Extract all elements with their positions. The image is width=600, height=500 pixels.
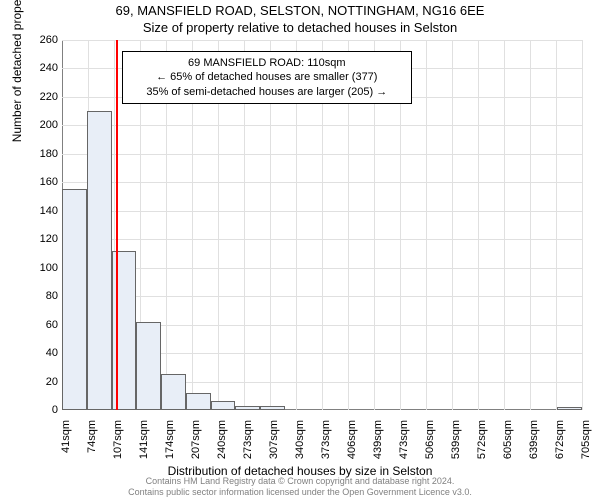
histogram-bar [87,111,112,410]
x-tick-label: 639sqm [528,420,540,470]
y-tick-label: 140 [18,205,58,217]
footer-attribution: Contains HM Land Registry data © Crown c… [0,476,600,498]
histogram-bar [136,322,161,410]
footer-line2: Contains public sector information licen… [0,487,600,498]
x-tick-label: 705sqm [580,420,592,470]
grid-line-v [504,40,505,410]
y-tick-label: 160 [18,176,58,188]
y-tick-label: 200 [18,119,58,131]
histogram-bar [235,406,260,410]
y-tick-label: 60 [18,319,58,331]
grid-line-v [426,40,427,410]
histogram-bar [161,374,186,410]
x-tick-label: 506sqm [424,420,436,470]
x-tick-label: 406sqm [346,420,358,470]
chart-title-line1: 69, MANSFIELD ROAD, SELSTON, NOTTINGHAM,… [0,3,600,18]
x-tick-label: 539sqm [450,420,462,470]
x-tick-label: 207sqm [190,420,202,470]
y-tick-label: 100 [18,262,58,274]
grid-line-v [452,40,453,410]
annotation-line3: 35% of semi-detached houses are larger (… [131,85,403,99]
histogram-bar [62,189,87,410]
annotation-box: 69 MANSFIELD ROAD: 110sqm← 65% of detach… [122,51,412,104]
x-tick-label: 473sqm [398,420,410,470]
y-tick-label: 180 [18,148,58,160]
y-tick-label: 20 [18,376,58,388]
x-tick-label: 373sqm [320,420,332,470]
grid-line-v [530,40,531,410]
x-tick-label: 439sqm [372,420,384,470]
grid-line-v [582,40,583,410]
y-tick-label: 0 [18,404,58,416]
y-tick-label: 40 [18,347,58,359]
x-tick-label: 572sqm [476,420,488,470]
y-tick-label: 80 [18,290,58,302]
property-marker-line [116,40,118,410]
histogram-bar [260,406,285,410]
x-tick-label: 74sqm [86,420,98,470]
x-tick-label: 174sqm [164,420,176,470]
y-tick-label: 220 [18,91,58,103]
chart-container: 69, MANSFIELD ROAD, SELSTON, NOTTINGHAM,… [0,0,600,500]
x-tick-label: 605sqm [502,420,514,470]
x-tick-label: 240sqm [216,420,228,470]
x-tick-label: 307sqm [268,420,280,470]
histogram-bar [557,407,582,410]
x-tick-label: 672sqm [554,420,566,470]
y-tick-label: 260 [18,34,58,46]
x-tick-label: 141sqm [138,420,150,470]
footer-line1: Contains HM Land Registry data © Crown c… [0,476,600,487]
chart-title-line2: Size of property relative to detached ho… [0,20,600,35]
grid-line-v [478,40,479,410]
histogram-bar [211,401,236,410]
x-tick-label: 41sqm [60,420,72,470]
x-tick-label: 273sqm [242,420,254,470]
y-tick-label: 240 [18,62,58,74]
histogram-bar [186,393,211,410]
x-tick-label: 340sqm [294,420,306,470]
grid-line-v [556,40,557,410]
x-tick-label: 107sqm [112,420,124,470]
y-tick-label: 120 [18,233,58,245]
annotation-line1: 69 MANSFIELD ROAD: 110sqm [131,56,403,70]
annotation-line2: ← 65% of detached houses are smaller (37… [131,70,403,84]
